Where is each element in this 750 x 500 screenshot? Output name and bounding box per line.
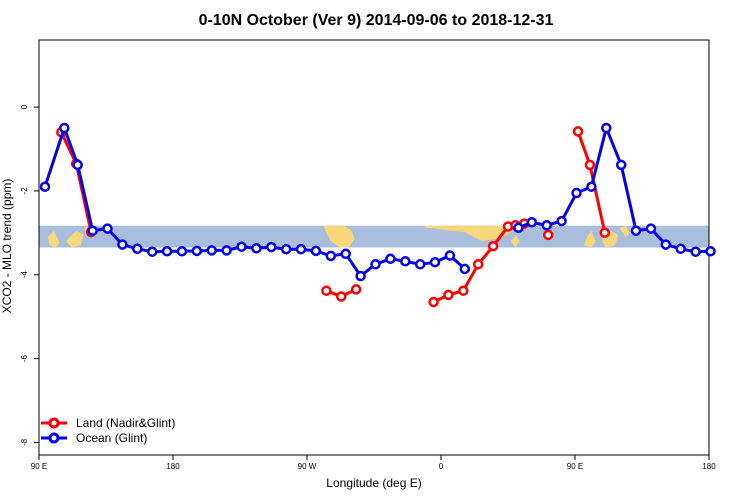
data-point (370, 259, 381, 270)
data-point (630, 225, 642, 236)
y-tick-label: -8 (20, 438, 29, 446)
data-point (458, 285, 469, 296)
data-point (660, 239, 672, 250)
data-point (191, 245, 203, 257)
data-point (429, 256, 441, 268)
data-point (266, 241, 277, 253)
data-point (87, 225, 98, 236)
x-tick-label: 0 (439, 462, 444, 471)
data-point (690, 246, 701, 257)
x-tick-label: 180 (702, 462, 716, 471)
land-mass (619, 225, 631, 237)
land-mass (583, 230, 596, 248)
data-point (599, 227, 611, 239)
data-point (556, 215, 567, 227)
data-point (615, 159, 627, 171)
data-point (571, 187, 582, 199)
data-point (459, 263, 471, 275)
y-tick-label: -4 (20, 271, 29, 279)
chart-title: 0-10N October (Ver 9) 2014-09-06 to 2018… (199, 12, 554, 29)
data-point (572, 126, 584, 137)
data-point (400, 256, 411, 267)
x-axis-label: Longitude (deg E) (326, 476, 421, 490)
data-point (385, 253, 396, 265)
data-point (146, 246, 158, 257)
y-tick-label: -6 (20, 354, 29, 362)
data-point (321, 285, 332, 296)
data-point (236, 241, 247, 252)
data-point (350, 284, 362, 295)
x-tick-label: 90 E (31, 462, 47, 471)
data-point (176, 246, 188, 257)
series-group (39, 122, 716, 308)
data-point (340, 248, 351, 260)
legend-ocean-marker (48, 432, 60, 444)
land-mass (511, 234, 520, 248)
legend: Land (Nadir&Glint) Ocean (Glint) (41, 416, 175, 445)
data-point (59, 122, 70, 134)
data-point (705, 246, 716, 257)
y-axis: 0 -2 -4 -6 -8 (20, 104, 39, 446)
data-point (132, 243, 143, 255)
data-point (513, 222, 524, 234)
data-point (586, 181, 597, 192)
data-point (526, 217, 538, 228)
data-point (472, 259, 484, 270)
data-point (280, 243, 292, 255)
data-point (117, 239, 128, 250)
data-point (39, 181, 51, 192)
land-mass (601, 230, 619, 248)
land-mass (323, 225, 355, 248)
legend-land-label: Land (Nadir&Glint) (76, 416, 175, 430)
data-point (675, 243, 686, 255)
data-point (206, 245, 217, 256)
series-land (56, 126, 611, 308)
data-point (487, 240, 499, 252)
land-mass (65, 230, 84, 248)
data-point (221, 245, 232, 256)
land-mass (47, 230, 60, 248)
x-tick-label: 90 E (567, 462, 583, 471)
data-point (444, 250, 456, 261)
data-point (310, 245, 322, 257)
legend-land-marker (48, 417, 60, 429)
series-line (59, 131, 93, 233)
legend-ocean-label: Ocean (Glint) (76, 431, 147, 445)
data-point (295, 243, 307, 255)
data-point (443, 289, 454, 301)
data-point (542, 229, 554, 241)
series-ocean (39, 122, 716, 282)
y-tick-label: -2 (20, 187, 29, 195)
land-mass (423, 225, 519, 242)
data-point (102, 223, 113, 234)
y-axis-label: XCO2 - MLO trend (ppm) (0, 179, 14, 314)
x-tick-label: 180 (166, 462, 180, 471)
x-axis: 90 E 180 90 W 0 90 E 180 (31, 455, 716, 471)
data-point (355, 270, 366, 282)
data-point (414, 259, 426, 270)
data-point (72, 159, 83, 171)
data-point (161, 246, 173, 257)
data-point (584, 159, 596, 171)
series-line (43, 123, 466, 279)
data-point (335, 291, 347, 302)
data-point (325, 250, 337, 262)
data-point (601, 122, 612, 134)
ocean-band (39, 225, 709, 248)
data-point (541, 220, 552, 231)
y-tick-label: 0 (20, 104, 29, 109)
data-point (645, 223, 657, 234)
data-point (428, 296, 439, 308)
x-tick-label: 90 W (298, 462, 317, 471)
data-point (251, 243, 262, 254)
